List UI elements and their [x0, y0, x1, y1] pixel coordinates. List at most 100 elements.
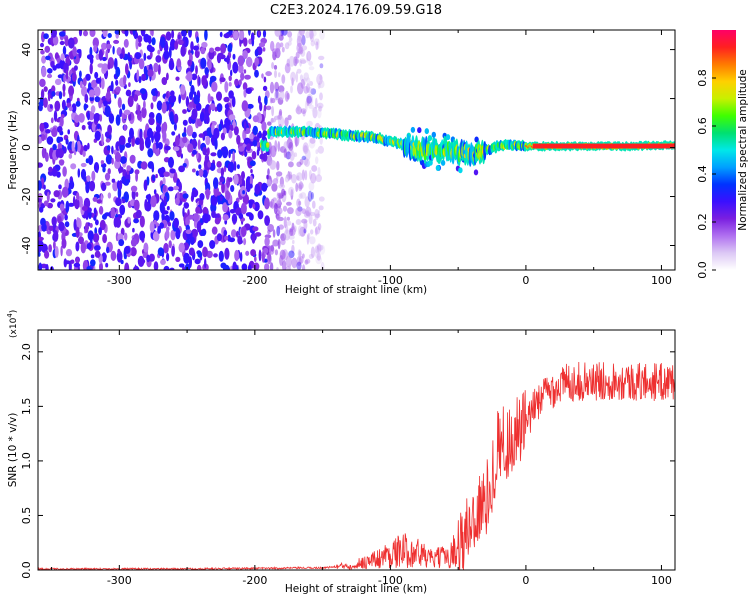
- spectrogram-cell: [95, 53, 100, 61]
- spectrogram-cell: [162, 177, 166, 186]
- spectrogram-cell: [177, 39, 184, 46]
- spectrogram-cell: [49, 104, 53, 109]
- spectrogram-cell: [168, 156, 174, 168]
- spectrogram-cell: [307, 190, 313, 202]
- spectrogram-cell: [130, 238, 137, 247]
- spectrogram-cell: [314, 213, 321, 219]
- spectrogram-cell: [291, 257, 298, 269]
- spectrogram-cell: [272, 229, 276, 238]
- spectrogram-cell: [52, 35, 59, 46]
- colorbar-tick-label: 0.8: [696, 69, 709, 87]
- spectrogram-cell: [310, 173, 317, 184]
- spectrogram-cell: [223, 33, 231, 39]
- spectrogram-cell: [291, 173, 297, 184]
- spectrogram-cell: [58, 136, 64, 142]
- spectrogram-cell: [171, 245, 176, 257]
- spectrogram-cell: [89, 62, 93, 75]
- spectrogram-cell: [52, 65, 57, 71]
- spectrogram-cell: [99, 262, 103, 270]
- spectrogram-cell: [65, 138, 69, 145]
- spectrogram-cell: [44, 250, 50, 259]
- spectrogram-cell: [195, 102, 202, 111]
- spectrogram-cell: [202, 169, 208, 178]
- spectrogram-cell: [209, 75, 217, 82]
- spectrogram-cell: [288, 171, 293, 180]
- spectrogram-cell: [57, 148, 64, 159]
- x-tick-label: -100: [378, 574, 403, 587]
- spectrogram-cell: [170, 229, 176, 241]
- spectrogram-cell: [73, 218, 77, 231]
- spectrogram-cell: [129, 154, 136, 164]
- spectrogram-cell: [77, 168, 81, 178]
- spectrogram-cell: [283, 190, 287, 196]
- spectrogram-cell: [283, 148, 287, 159]
- spectrogram-cell: [190, 41, 194, 52]
- spectrogram-frame: [37, 29, 676, 271]
- spectrogram-cell: [204, 67, 209, 75]
- spectrogram-cell: [309, 236, 316, 245]
- spectrogram-cell: [68, 85, 75, 96]
- spectrogram-cell: [188, 101, 194, 108]
- spectrogram-cell: [279, 90, 285, 101]
- spectrogram-cell: [112, 45, 115, 55]
- spectrogram-cell: [94, 71, 99, 79]
- spectrogram-cell: [146, 35, 151, 43]
- spectrogram-cell: [125, 89, 132, 97]
- snr-y-label: SNR (10 * v/v): [7, 413, 19, 488]
- spectrogram-cell: [115, 197, 122, 207]
- spectrogram-cell: [241, 171, 245, 180]
- spectrogram-cell: [53, 230, 59, 242]
- spectrogram-cell: [102, 233, 107, 244]
- spectrogram-cell: [262, 85, 268, 91]
- spectrogram-cell: [270, 40, 275, 52]
- spectrogram-cell: [87, 111, 90, 121]
- spectrogram-cell: [233, 173, 239, 185]
- spectrogram-cell: [286, 92, 290, 100]
- x-tick-label: -200: [242, 274, 267, 287]
- spectrogram-cell: [259, 153, 266, 160]
- spectrogram-cell: [263, 104, 267, 112]
- spectrogram-cell: [195, 170, 200, 176]
- spectrogram-cell: [318, 80, 325, 89]
- spectrogram-cell: [105, 262, 109, 268]
- spectrogram-cell: [87, 230, 94, 241]
- spectrogram-cell: [232, 151, 236, 163]
- spectrogram-cell: [41, 55, 47, 64]
- spectrogram-cell: [52, 166, 56, 172]
- spectrogram-cell: [65, 69, 69, 80]
- chart-title: C2E3.2024.176.09.59.G18: [270, 3, 442, 18]
- spectrogram-cell: [210, 152, 217, 157]
- spectrogram-cell: [303, 145, 308, 153]
- spectrogram-cell: [231, 229, 237, 238]
- spectrogram-cell: [141, 73, 147, 82]
- spectrogram-cell: [269, 160, 277, 170]
- spectrogram-cell: [119, 108, 123, 118]
- spectrogram-cell: [115, 114, 121, 126]
- spectrogram-cell: [283, 216, 287, 229]
- spectrogram-cell: [167, 221, 171, 227]
- spectrogram-cell: [166, 206, 170, 211]
- spectrogram-cell: [186, 71, 193, 82]
- spectrogram-cell: [417, 127, 422, 134]
- snr-panel: -300 -200 -100 0 100 0.0 0.5 1.0 1.5 2.0 Height …: [6, 310, 676, 595]
- spectrogram-cell: [61, 238, 67, 249]
- spectrogram-cell: [48, 244, 52, 253]
- spectrogram-cell: [318, 55, 325, 61]
- spectrogram-cell: [219, 31, 223, 38]
- spectrogram-cell: [108, 113, 115, 124]
- spectrogram-cell: [319, 30, 325, 40]
- spectrogram-cell: [228, 42, 233, 53]
- spectrogram-cell: [85, 73, 91, 81]
- spectrogram-cell: [301, 208, 306, 215]
- spectrogram-cell: [473, 169, 479, 176]
- spectrogram-cell: [226, 55, 230, 65]
- spectrogram-cell: [50, 30, 57, 38]
- spectrogram-cell: [213, 253, 218, 258]
- spectrogram-cell: [62, 83, 66, 93]
- spectrogram-cell: [82, 150, 86, 157]
- colorbar: 0.0 0.2 0.4 0.6 0.8 Normalized spectral ampl…: [696, 30, 749, 279]
- spectrogram-cell: [306, 50, 312, 62]
- spectrogram-cell: [150, 195, 157, 208]
- spectrogram-cell: [120, 156, 127, 164]
